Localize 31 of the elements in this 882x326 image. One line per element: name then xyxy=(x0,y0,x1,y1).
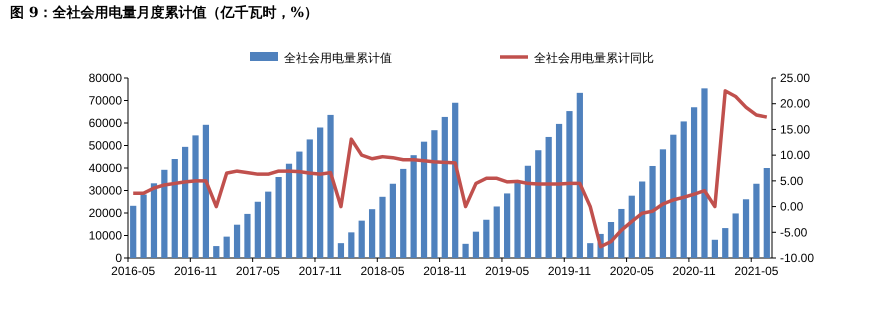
title: 图 9：全社会用电量月度累计值（亿千瓦时，%） xyxy=(10,5,318,21)
legend-label: 全社会用电量累计值 xyxy=(284,51,392,65)
x-tick-label: 2018-05 xyxy=(360,264,405,278)
y2-tick-label: 25.00 xyxy=(780,71,810,85)
y-tick-label: 30000 xyxy=(88,184,122,198)
x-tick-label: 2016-11 xyxy=(174,264,218,278)
x-tick-label: 2021-05 xyxy=(734,264,779,278)
x-tick-label: 2020-05 xyxy=(610,264,654,278)
x-tick-label: 2019-05 xyxy=(485,264,530,278)
x-tick-label: 2016-05 xyxy=(111,264,156,278)
x-tick-label: 2019-11 xyxy=(548,264,592,278)
y-tick-label: 50000 xyxy=(88,138,122,152)
y2-tick-label: 20.00 xyxy=(780,96,810,111)
y2-tick-label: 10.00 xyxy=(780,148,810,162)
x-tick-label: 2017-05 xyxy=(236,264,280,278)
y2-tick-label: 0.00 xyxy=(780,200,804,214)
y-tick-label: 20000 xyxy=(88,206,122,220)
y2-tick-label: -10.00 xyxy=(780,251,814,265)
legend-label: 全社会用电量累计同比 xyxy=(534,51,654,65)
x-tick-label: 2017-11 xyxy=(298,264,342,278)
y2-tick-label: 15.00 xyxy=(780,122,810,136)
y2-tick-label: 5.00 xyxy=(780,174,804,188)
y-tick-label: 40000 xyxy=(88,161,122,175)
y-tick-label: 70000 xyxy=(88,94,122,108)
y-tick-label: 10000 xyxy=(88,228,122,242)
x-tick-label: 2018-11 xyxy=(423,264,467,278)
y2-tick-label: -5.00 xyxy=(780,225,808,240)
y-tick-label: 0 xyxy=(115,251,122,265)
x-tick-label: 2020-11 xyxy=(672,264,716,278)
y-tick-label: 80000 xyxy=(88,71,122,85)
y-tick-label: 60000 xyxy=(88,116,122,130)
